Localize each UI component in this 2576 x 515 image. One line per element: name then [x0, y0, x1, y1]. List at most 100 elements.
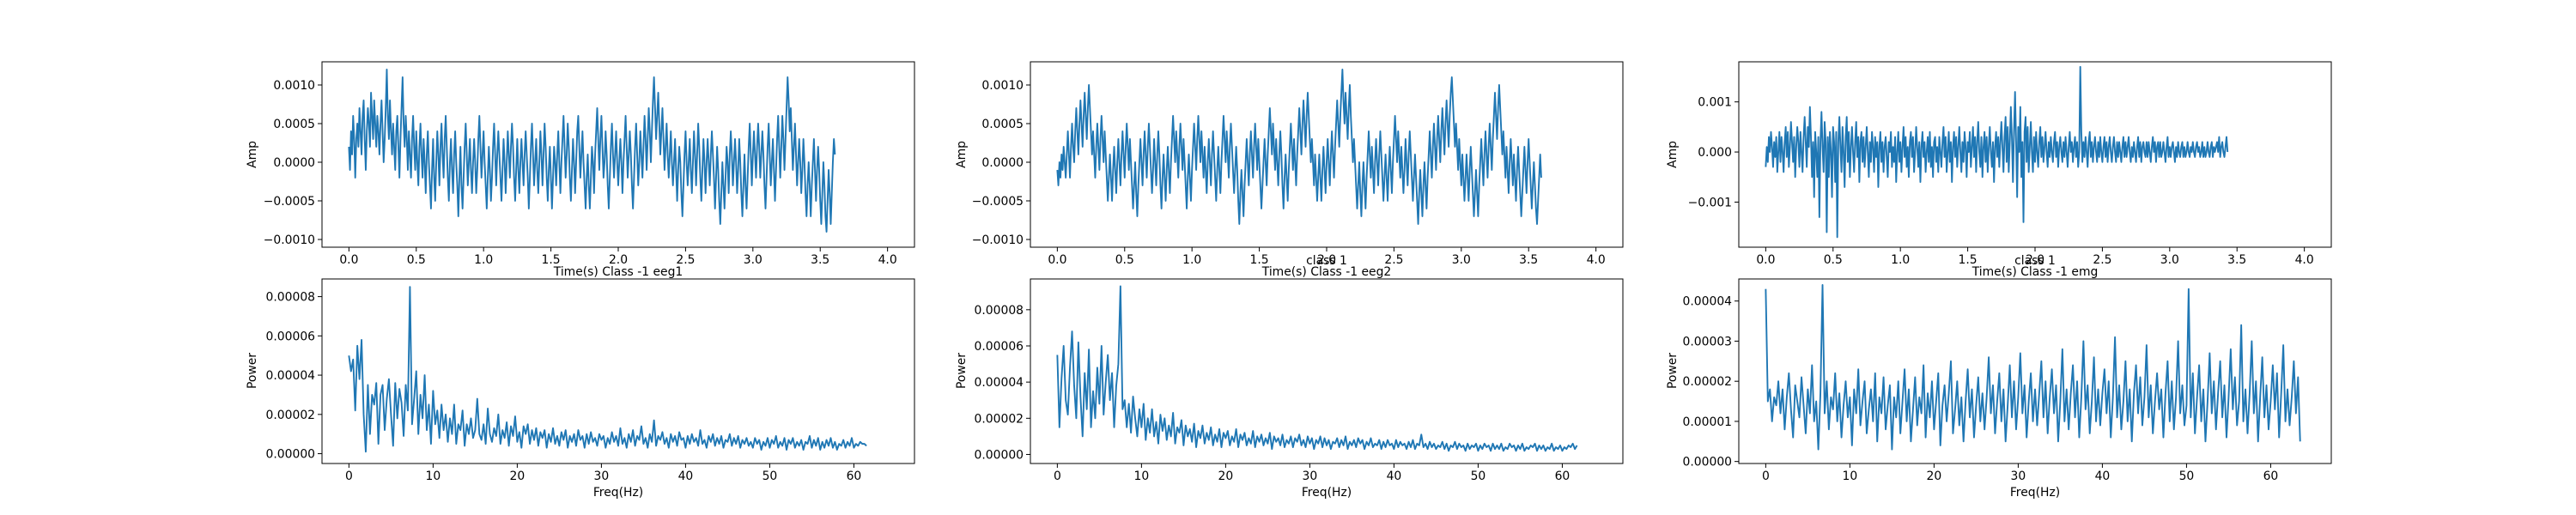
y-tick-label: 0.00008 [266, 291, 315, 305]
x-tick-label: 1.0 [1891, 253, 1910, 267]
y-axis-label: Amp [246, 141, 259, 168]
x-axis-label: Time(s) Class -1 eeg1 [553, 265, 683, 279]
subplot-time-emg: class 1 Time(s) Class -1 emg Amp 0.0 0.5 1… [1666, 61, 2332, 279]
x-tick-label: 1.5 [1959, 253, 1978, 267]
y-tick-label: 0.0005 [273, 118, 315, 131]
series-line [1056, 285, 1578, 452]
subplot-freq-eeg1: Freq(Hz) Power 0 10 20 30 40 50 60 0.00000 0.000… [246, 278, 915, 500]
x-tick-label: 3.5 [1519, 253, 1538, 267]
x-axis-label: Freq(Hz) [593, 486, 643, 500]
x-tick-label: 4.0 [2295, 253, 2314, 267]
x-tick-label: 60 [2263, 470, 2279, 483]
y-tick-label: −0.0005 [264, 195, 315, 209]
subplot-time-eeg1: Time(s) Class -1 eeg1 Amp 0.0 0.5 1.0 1.5 2.… [246, 61, 915, 279]
subplot-title: class 1 [2014, 254, 2056, 268]
x-tick-label: 60 [847, 470, 862, 483]
x-tick-label: 50 [1471, 470, 1486, 483]
x-tick-label: 1.0 [474, 253, 493, 267]
y-tick-label: 0.0000 [981, 156, 1024, 170]
y-tick-label: 0.00004 [975, 376, 1024, 390]
axes-frame [1030, 278, 1624, 464]
x-axis-label: Time(s) Class -1 eeg2 [1261, 265, 1391, 279]
x-tick-label: 2.0 [1317, 253, 1336, 267]
x-tick-label: 0 [1054, 470, 1061, 483]
x-tick-label: 1.5 [542, 253, 561, 267]
x-tick-label: 30 [594, 470, 610, 483]
x-tick-label: 0.5 [1824, 253, 1843, 267]
y-axis-label: Power [955, 353, 969, 389]
x-tick-label: 50 [762, 470, 778, 483]
y-tick-label: −0.001 [1688, 196, 1732, 209]
axes-frame [1738, 278, 2332, 464]
series-line [1056, 69, 1542, 225]
x-tick-label: 60 [1555, 470, 1571, 483]
y-tick-label: −0.0010 [972, 233, 1024, 247]
subplot-freq-eeg2: Freq(Hz) Power 0 10 20 30 40 50 60 0.00000 0.000… [955, 278, 1624, 500]
x-tick-label: 20 [1927, 470, 1942, 483]
x-tick-label: 0.0 [1756, 253, 1775, 267]
x-tick-label: 0.5 [1115, 253, 1134, 267]
x-tick-label: 20 [1218, 470, 1234, 483]
y-tick-label: 0.00006 [266, 330, 315, 343]
y-tick-label: −0.0010 [264, 233, 315, 247]
y-tick-label: 0.00001 [1683, 415, 1732, 429]
x-tick-label: 4.0 [1587, 253, 1606, 267]
x-tick-label: 3.0 [744, 253, 762, 267]
series-line [1765, 65, 2229, 239]
y-tick-label: 0.00000 [975, 448, 1024, 462]
x-tick-label: 2.5 [1384, 253, 1403, 267]
y-tick-label: 0.00002 [1683, 375, 1732, 389]
x-tick-label: 2.5 [2093, 253, 2111, 267]
x-tick-label: 1.5 [1250, 253, 1269, 267]
x-tick-label: 50 [2179, 470, 2195, 483]
x-tick-label: 40 [2095, 470, 2111, 483]
y-tick-label: 0.00000 [1683, 456, 1732, 470]
y-tick-label: 0.00004 [266, 369, 316, 383]
y-tick-label: 0.001 [1698, 96, 1732, 110]
subplot-freq-emg: Freq(Hz) Power 0 10 20 30 40 50 60 0.00000 0.000… [1666, 278, 2332, 500]
x-tick-label: 30 [2011, 470, 2026, 483]
y-tick-label: 0.000 [1698, 146, 1732, 160]
x-tick-label: 2.0 [2026, 253, 2044, 267]
x-tick-label: 0.5 [407, 253, 426, 267]
x-tick-label: 0 [345, 470, 353, 483]
x-tick-label: 10 [1843, 470, 1858, 483]
y-axis-label: Amp [1666, 141, 1680, 168]
y-axis-label: Amp [955, 141, 969, 168]
y-tick-label: 0.0010 [273, 79, 315, 93]
y-axis-label: Power [246, 353, 259, 389]
y-tick-label: 0.0010 [981, 79, 1024, 93]
y-axis-label: Power [1666, 353, 1680, 389]
y-tick-label: 0.0005 [981, 118, 1024, 131]
x-tick-label: 3.0 [1452, 253, 1471, 267]
x-axis-label: Time(s) Class -1 emg [1971, 265, 2099, 279]
x-tick-label: 2.0 [609, 253, 628, 267]
x-tick-label: 3.5 [2227, 253, 2246, 267]
y-tick-label: 0.00002 [975, 412, 1024, 426]
x-tick-label: 10 [426, 470, 441, 483]
y-tick-label: −0.0005 [972, 195, 1024, 209]
y-tick-label: 0.00000 [266, 448, 315, 462]
x-tick-label: 20 [510, 470, 526, 483]
x-tick-label: 4.0 [878, 253, 897, 267]
series-line [348, 69, 836, 233]
series-line [1765, 284, 2301, 451]
y-tick-label: 0.00003 [1683, 335, 1732, 348]
x-tick-label: 0.0 [1048, 253, 1066, 267]
subplot-time-eeg2: class 1 Time(s) Class -1 eeg2 Amp 0.0 0.5… [955, 61, 1624, 279]
x-tick-label: 30 [1303, 470, 1318, 483]
x-tick-label: 2.5 [676, 253, 695, 267]
y-tick-label: 0.00004 [1683, 295, 1733, 309]
series-line [348, 286, 867, 453]
x-tick-label: 0.0 [339, 253, 358, 267]
y-tick-label: 0.00006 [975, 340, 1024, 354]
x-tick-label: 3.5 [811, 253, 829, 267]
x-axis-label: Freq(Hz) [2010, 486, 2060, 500]
axes-frame [321, 278, 915, 464]
x-tick-label: 40 [1387, 470, 1402, 483]
y-tick-label: 0.00002 [266, 409, 315, 422]
x-tick-label: 40 [678, 470, 694, 483]
x-tick-label: 0 [1762, 470, 1770, 483]
